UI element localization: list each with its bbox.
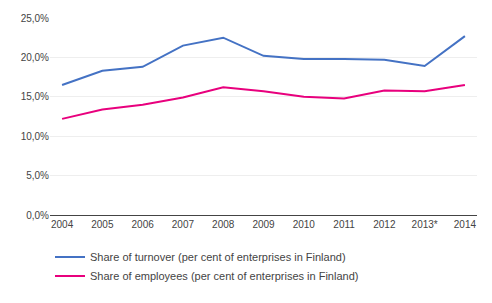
- svg-text:2013*: 2013*: [412, 219, 438, 230]
- svg-text:2014: 2014: [454, 219, 477, 230]
- svg-text:2011: 2011: [333, 219, 355, 230]
- svg-text:Share of employees (per cent o: Share of employees (per cent of enterpri…: [90, 270, 358, 282]
- svg-text:2008: 2008: [212, 219, 235, 230]
- svg-text:Share of turnover (per cent of: Share of turnover (per cent of enterpris…: [90, 251, 346, 263]
- svg-text:2006: 2006: [132, 219, 155, 230]
- svg-text:0,0%: 0,0%: [26, 210, 49, 221]
- svg-text:2009: 2009: [252, 219, 275, 230]
- svg-text:20,0%: 20,0%: [21, 52, 49, 63]
- svg-text:2010: 2010: [293, 219, 316, 230]
- svg-text:2007: 2007: [172, 219, 195, 230]
- svg-text:10,0%: 10,0%: [21, 131, 49, 142]
- svg-text:25,0%: 25,0%: [21, 13, 49, 24]
- svg-text:15,0%: 15,0%: [21, 91, 49, 102]
- svg-text:2004: 2004: [51, 219, 74, 230]
- svg-text:2005: 2005: [91, 219, 114, 230]
- svg-text:2012: 2012: [373, 219, 396, 230]
- svg-text:5,0%: 5,0%: [26, 170, 49, 181]
